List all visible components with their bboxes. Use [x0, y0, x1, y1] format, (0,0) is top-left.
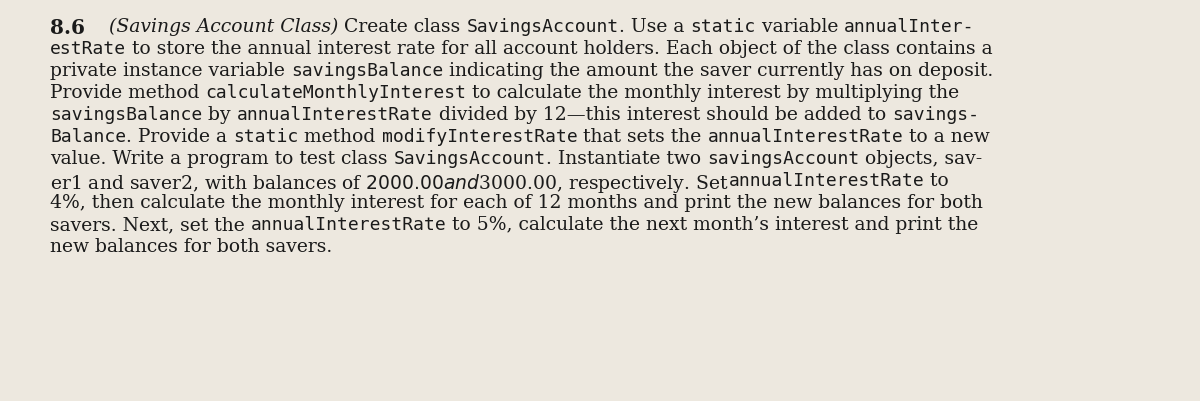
- Text: savingsBalance: savingsBalance: [290, 62, 443, 80]
- Text: . Instantiate two: . Instantiate two: [546, 150, 707, 168]
- Text: to calculate the monthly interest by multiplying the: to calculate the monthly interest by mul…: [467, 84, 960, 102]
- Text: (Savings Account Class): (Savings Account Class): [109, 18, 338, 36]
- Text: objects, sav-: objects, sav-: [859, 150, 983, 168]
- Text: value. Write a program to test class: value. Write a program to test class: [50, 150, 394, 168]
- Text: annualInterestRate: annualInterestRate: [728, 172, 924, 190]
- Text: savers. Next, set the: savers. Next, set the: [50, 215, 251, 233]
- Text: indicating the amount the saver currently has on deposit.: indicating the amount the saver currentl…: [443, 62, 994, 80]
- Text: to store the annual interest rate for all account holders. Each object of the cl: to store the annual interest rate for al…: [126, 40, 992, 58]
- Text: modifyInterestRate: modifyInterestRate: [382, 128, 577, 146]
- Text: . Provide a: . Provide a: [126, 128, 233, 146]
- Text: 8.6: 8.6: [50, 18, 85, 38]
- Text: Create class: Create class: [338, 18, 467, 36]
- Text: annualInter-: annualInter-: [844, 18, 974, 36]
- Text: new balances for both savers.: new balances for both savers.: [50, 237, 332, 255]
- Text: . Use a: . Use a: [619, 18, 690, 36]
- Text: savings-: savings-: [892, 106, 979, 124]
- Text: variable: variable: [756, 18, 844, 36]
- Text: SavingsAccount: SavingsAccount: [467, 18, 619, 36]
- Text: static: static: [233, 128, 299, 146]
- Text: 4%, then calculate the monthly interest for each of 12 months and print the new : 4%, then calculate the monthly interest …: [50, 194, 983, 211]
- Text: divided by 12—this interest should be added to: divided by 12—this interest should be ad…: [433, 106, 892, 124]
- Text: calculateMonthlyInterest: calculateMonthlyInterest: [205, 84, 467, 102]
- Text: static: static: [690, 18, 756, 36]
- Text: er1 and saver2, with balances of $2000.00 and $3000.00, respectively. Set: er1 and saver2, with balances of $2000.0…: [50, 172, 728, 194]
- Text: to: to: [924, 172, 949, 190]
- Text: Balance: Balance: [50, 128, 126, 146]
- Text: by: by: [203, 106, 236, 124]
- Text: annualInterestRate: annualInterestRate: [251, 215, 446, 233]
- Text: method: method: [299, 128, 382, 146]
- Text: to 5%, calculate the next month’s interest and print the: to 5%, calculate the next month’s intere…: [446, 215, 979, 233]
- Text: savingsAccount: savingsAccount: [707, 150, 859, 168]
- Text: that sets the: that sets the: [577, 128, 708, 146]
- Text: to a new: to a new: [904, 128, 990, 146]
- Text: SavingsAccount: SavingsAccount: [394, 150, 546, 168]
- Text: savingsBalance: savingsBalance: [50, 106, 203, 124]
- Text: private instance variable: private instance variable: [50, 62, 290, 80]
- Text: estRate: estRate: [50, 40, 126, 58]
- Text: Provide method: Provide method: [50, 84, 205, 102]
- Text: annualInterestRate: annualInterestRate: [236, 106, 433, 124]
- Text: annualInterestRate: annualInterestRate: [708, 128, 904, 146]
